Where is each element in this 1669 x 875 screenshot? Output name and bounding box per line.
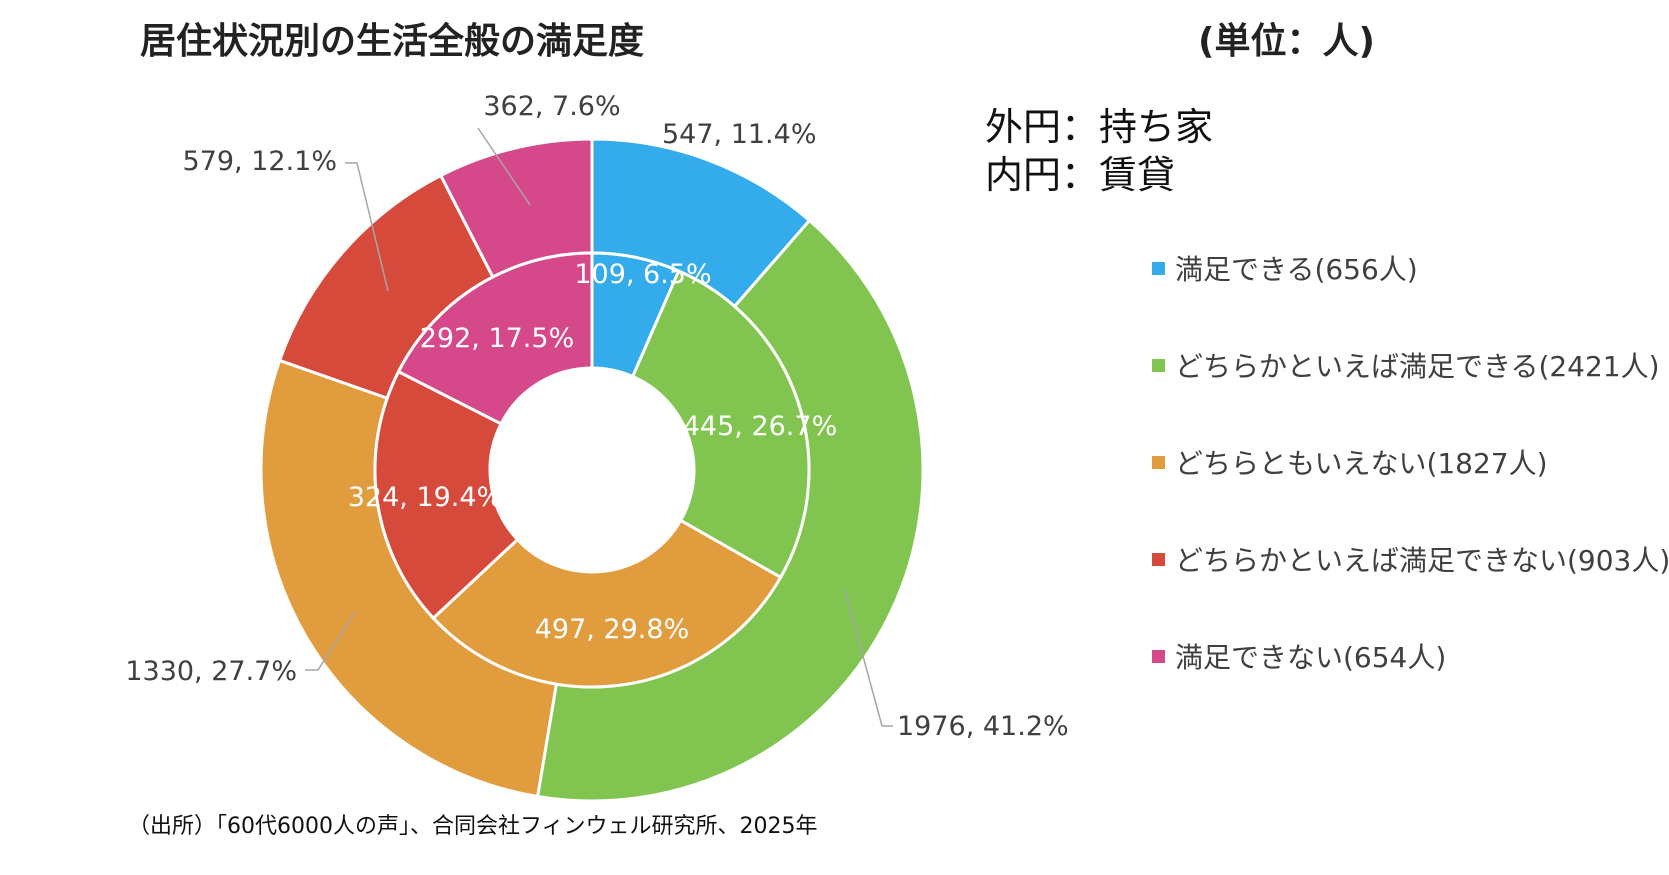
- leader-line-5: [477, 127, 531, 206]
- inner-data-label-1: 109, 6.5%: [574, 259, 711, 290]
- inner-slice-5: [396, 251, 594, 426]
- leader-line-4: [345, 162, 389, 292]
- legend-swatch-5: [1152, 649, 1165, 663]
- legend-label-2: どちらかといえば満足できる(2421人): [1175, 350, 1660, 383]
- outer-data-label-5: 362, 7.6%: [483, 91, 620, 122]
- legend-item-5: 満足できない(654人): [1152, 636, 1446, 676]
- inner-data-label-5: 292, 17.5%: [420, 323, 574, 354]
- legend-swatch-3: [1152, 455, 1165, 469]
- inner-slice-3: [431, 518, 783, 689]
- inner-data-label-2: 445, 26.7%: [683, 411, 837, 442]
- inner-slice-4: [373, 369, 520, 621]
- leader-line-2: [844, 589, 893, 727]
- legend-swatch-2: [1152, 358, 1165, 372]
- legend-swatch-1: [1152, 261, 1165, 275]
- chart-title: 居住状況別の生活全般の満足度: [140, 21, 645, 62]
- inner-ring: [373, 251, 811, 689]
- legend-item-3: どちらともいえない(1827人): [1152, 442, 1548, 482]
- legend-swatch-4: [1152, 552, 1165, 566]
- leader-line-3: [305, 611, 356, 671]
- outer-ring: [259, 137, 925, 803]
- legend-item-2: どちらかといえば満足できる(2421人): [1152, 345, 1660, 385]
- legend-label-5: 満足できない(654人): [1175, 641, 1447, 674]
- inner-slice-2: [630, 269, 811, 580]
- unit-label: (単位：人): [1198, 21, 1375, 62]
- inner-data-label-4: 324, 19.4%: [348, 482, 502, 513]
- outer-data-label-3: 1330, 27.7%: [125, 656, 297, 687]
- outer-ring-note: 外円：持ち家: [985, 105, 1214, 149]
- legend-label-1: 満足できる(656人): [1175, 253, 1418, 286]
- source-note: （出所）「60代6000人の声」、合同会社フィンウェル研究所、2025年: [128, 814, 818, 839]
- inner-data-label-3: 497, 29.8%: [535, 614, 689, 645]
- inner-data-labels: 109, 6.5% 445, 26.7% 497, 29.8% 324, 19.4% 2…: [348, 259, 837, 645]
- outer-data-label-1: 547, 11.4%: [662, 119, 816, 150]
- legend-item-4: どちらかといえば満足できない(903人): [1152, 539, 1669, 579]
- inner-ring-note: 内円：賃貸: [985, 153, 1176, 197]
- leader-lines: [305, 127, 893, 727]
- outer-data-label-4: 579, 12.1%: [183, 146, 337, 177]
- legend-label-3: どちらともいえない(1827人): [1175, 447, 1548, 480]
- legend-label-4: どちらかといえば満足できない(903人): [1175, 544, 1669, 577]
- outer-data-label-2: 1976, 41.2%: [897, 711, 1069, 742]
- outer-data-labels: 547, 11.4% 1976, 41.2% 1330, 27.7% 579, 12.…: [125, 91, 1068, 742]
- legend-item-1: 満足できる(656人): [1152, 248, 1418, 288]
